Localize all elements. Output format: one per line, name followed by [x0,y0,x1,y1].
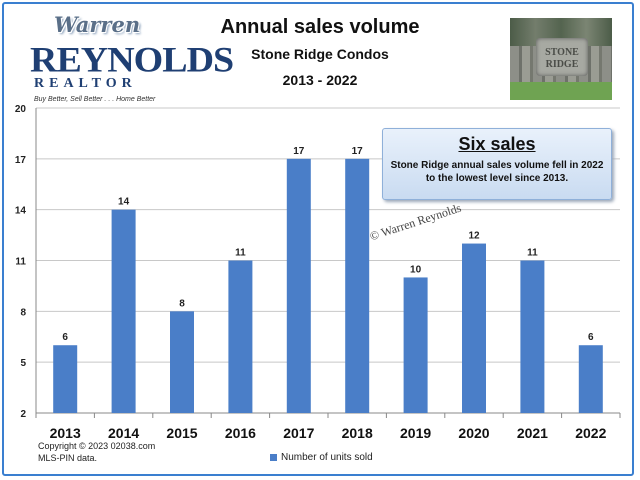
realtor-logo: Warren REYNOLDS REALTOR Buy Better, Sell… [30,12,234,103]
sign-line-1: STONE [545,47,579,58]
data-label-2018: 17 [352,146,364,157]
callout-heading: Six sales [458,134,536,154]
chart-date-range: 2013 - 2022 [282,72,358,88]
data-label-2019: 10 [410,264,422,275]
photo-grass [510,82,612,100]
x-tick-label-2015: 2015 [166,425,197,441]
logo-last-name: REYNOLDS [30,40,234,80]
legend-swatch [270,454,277,461]
chart-subtitle: Stone Ridge Condos [251,46,389,62]
bar-2022 [578,345,603,413]
data-source-text: MLS-PIN data. [38,453,98,463]
x-tick-label-2013: 2013 [50,425,81,441]
x-tick-label-2021: 2021 [517,425,548,441]
y-tick-label: 11 [15,257,26,268]
x-tick-label-2014: 2014 [108,425,139,441]
data-label-2016: 11 [235,248,246,259]
chart-title: Annual sales volume [220,16,420,38]
logo-tagline: Buy Better, Sell Better . . . Home Bette… [34,96,156,103]
x-tick-label-2022: 2022 [575,425,606,441]
data-label-2021: 11 [527,248,538,259]
stone-ridge-sign-photo: STONE RIDGE [510,18,612,100]
bar-2014 [111,209,136,413]
photo-sign-stone: STONE RIDGE [536,38,588,76]
data-label-2020: 12 [468,231,480,242]
y-tick-label: 14 [15,206,27,217]
data-label-2013: 6 [62,332,68,343]
chart-legend: Number of units sold [270,452,373,463]
copyright-text: Copyright © 2023 02038.com [38,441,156,451]
x-tick-label-2020: 2020 [458,425,489,441]
legend-label: Number of units sold [281,452,373,463]
data-label-2015: 8 [179,298,185,309]
bar-2018 [345,158,370,413]
logo-first-name: Warren [54,12,141,37]
bar-2013 [53,345,78,413]
bar-2019 [403,277,428,413]
y-tick-label: 8 [20,307,26,318]
sign-line-2: RIDGE [545,59,579,70]
data-label-2022: 6 [588,332,594,343]
chart-titles: Annual sales volume Stone Ridge Condos 2… [200,14,440,88]
y-tick-label: 17 [15,155,27,166]
x-tick-label-2016: 2016 [225,425,256,441]
x-tick-label-2018: 2018 [342,425,373,441]
y-tick-label: 5 [20,358,26,369]
bar-2021 [520,260,545,413]
callout-text: Stone Ridge annual sales volume fell in … [390,160,604,184]
bar-2015 [170,311,194,413]
logo-subtitle: REALTOR [34,76,137,91]
y-tick-label: 2 [20,409,26,420]
x-tick-label-2017: 2017 [283,425,314,441]
bar-2017 [286,158,311,413]
x-tick-label-2019: 2019 [400,425,431,441]
data-label-2017: 17 [293,146,305,157]
copyright-block: Copyright © 2023 02038.com MLS-PIN data. [38,440,155,464]
callout-box: Six sales Stone Ridge annual sales volum… [382,128,612,200]
bar-2020 [462,243,486,413]
bar-2016 [228,260,253,413]
data-label-2014: 14 [118,197,130,208]
y-tick-label: 20 [15,104,27,115]
